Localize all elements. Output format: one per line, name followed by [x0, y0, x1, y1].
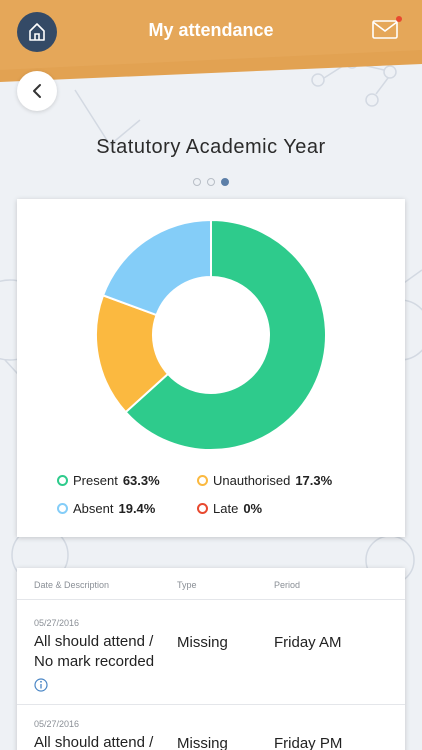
row-type: Missing — [177, 735, 228, 750]
donut-slice-absent — [101, 219, 212, 317]
table-header: Date & Description Type Period — [17, 568, 405, 600]
legend-unauthorised: Unauthorised 17.3% — [197, 473, 332, 488]
header-period: Period — [274, 580, 301, 590]
legend-ring-unauthorised — [197, 475, 208, 486]
legend-absent: Absent 19.4% — [57, 501, 155, 516]
row-description-line1: All should attend / — [34, 734, 154, 750]
home-icon — [29, 23, 45, 41]
legend-value-absent: 19.4% — [118, 501, 156, 516]
row-date: 05/27/2016 — [34, 719, 80, 729]
row-description: All should attend / No mark recorded — [34, 632, 179, 672]
page-indicator — [0, 178, 422, 186]
section-title: Statutory Academic Year — [96, 136, 326, 158]
table-row[interactable]: 05/27/2016 All should attend / No mark r… — [17, 600, 405, 704]
legend-label-present: Present — [73, 473, 118, 488]
table-row[interactable]: 05/27/2016 All should attend / Missing F… — [17, 705, 405, 750]
header-type: Type — [177, 580, 197, 590]
mail-icon[interactable] — [372, 18, 398, 40]
legend-value-unauthorised: 17.3% — [295, 473, 333, 488]
row-divider — [17, 704, 405, 705]
legend-label-late: Late — [213, 501, 239, 516]
row-period: Friday AM — [274, 634, 342, 651]
legend-ring-late — [197, 503, 208, 514]
home-button[interactable] — [17, 12, 57, 52]
page-dot-3[interactable] — [221, 178, 229, 186]
attendance-donut-chart — [95, 219, 327, 451]
row-description-line2: No mark recorded — [34, 653, 155, 670]
page-dot-1[interactable] — [193, 178, 201, 186]
row-description-line1: All should attend / — [34, 633, 154, 650]
legend-ring-present — [57, 475, 68, 486]
header-date-description: Date & Description — [34, 580, 110, 590]
legend-value-present: 63.3% — [122, 473, 160, 488]
row-description: All should attend / — [34, 733, 179, 750]
page-dot-2[interactable] — [207, 178, 215, 186]
legend-label-unauthorised: Unauthorised — [213, 473, 291, 488]
legend-label-absent: Absent — [73, 501, 114, 516]
header-background — [0, 0, 422, 82]
row-period: Friday PM — [274, 735, 343, 750]
attendance-table: Date & Description Type Period 05/27/201… — [17, 568, 405, 750]
legend-ring-absent — [57, 503, 68, 514]
info-icon[interactable] — [34, 678, 48, 692]
row-date: 05/27/2016 — [34, 618, 80, 628]
page-title: My attendance — [148, 20, 274, 40]
chevron-left-icon — [33, 84, 41, 98]
legend-late: Late 0% — [197, 501, 262, 516]
notification-dot — [396, 16, 402, 22]
legend-present: Present 63.3% — [57, 473, 160, 488]
attendance-chart-card: Present 63.3% Unauthorised 17.3% Absent … — [17, 199, 405, 537]
row-type: Missing — [177, 634, 228, 651]
back-button[interactable] — [17, 71, 57, 111]
legend-value-late: 0% — [243, 501, 263, 516]
donut-slice-present — [124, 219, 327, 451]
